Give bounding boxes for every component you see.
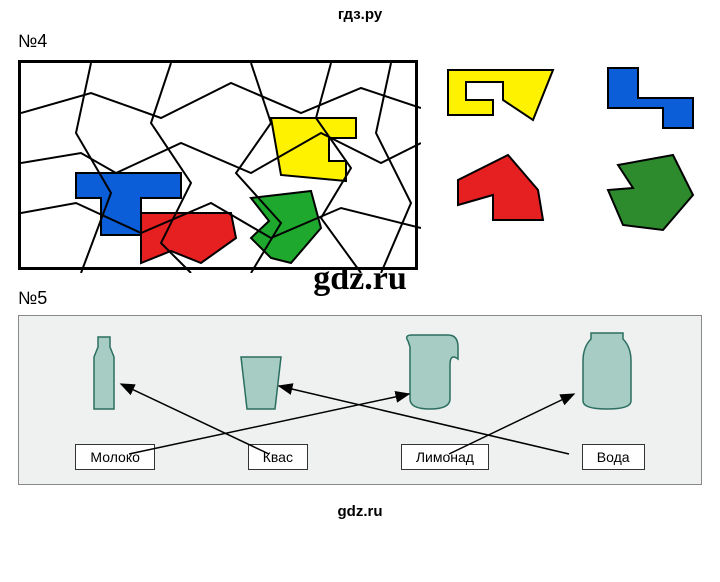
- jar-icon: [583, 333, 631, 409]
- label-water: Вода: [582, 444, 645, 470]
- task5-box: Молоко Квас Лимонад Вода: [18, 315, 702, 485]
- labels-row: Молоко Квас Лимонад Вода: [29, 444, 691, 470]
- watermark-footer: gdz.ru: [0, 503, 720, 520]
- label-lemonade: Лимонад: [401, 444, 489, 470]
- label-milk: Молоко: [75, 444, 154, 470]
- task4-row: [0, 52, 720, 270]
- yellow-inside: [271, 118, 356, 181]
- containers-row: [29, 326, 691, 416]
- red-shape: [458, 155, 543, 220]
- green-shape: [608, 155, 693, 230]
- label-kvass: Квас: [248, 444, 308, 470]
- task4-label: №4: [0, 23, 720, 52]
- yellow-shape: [448, 70, 553, 120]
- jug-icon: [406, 335, 457, 409]
- bottle-icon: [94, 337, 114, 409]
- shapes-key: [438, 60, 698, 270]
- puzzle-box: [18, 60, 418, 270]
- shapes-svg: [438, 60, 698, 250]
- fracture-line: [21, 133, 421, 173]
- red-inside: [141, 213, 236, 263]
- container-glass: [237, 351, 285, 416]
- container-jar: [581, 327, 633, 416]
- container-bottle: [88, 327, 120, 416]
- container-jug: [402, 329, 464, 416]
- glass-icon: [241, 357, 281, 409]
- header-site: гдз.ру: [0, 0, 720, 23]
- blue-shape: [608, 68, 693, 128]
- puzzle-svg: [21, 63, 421, 273]
